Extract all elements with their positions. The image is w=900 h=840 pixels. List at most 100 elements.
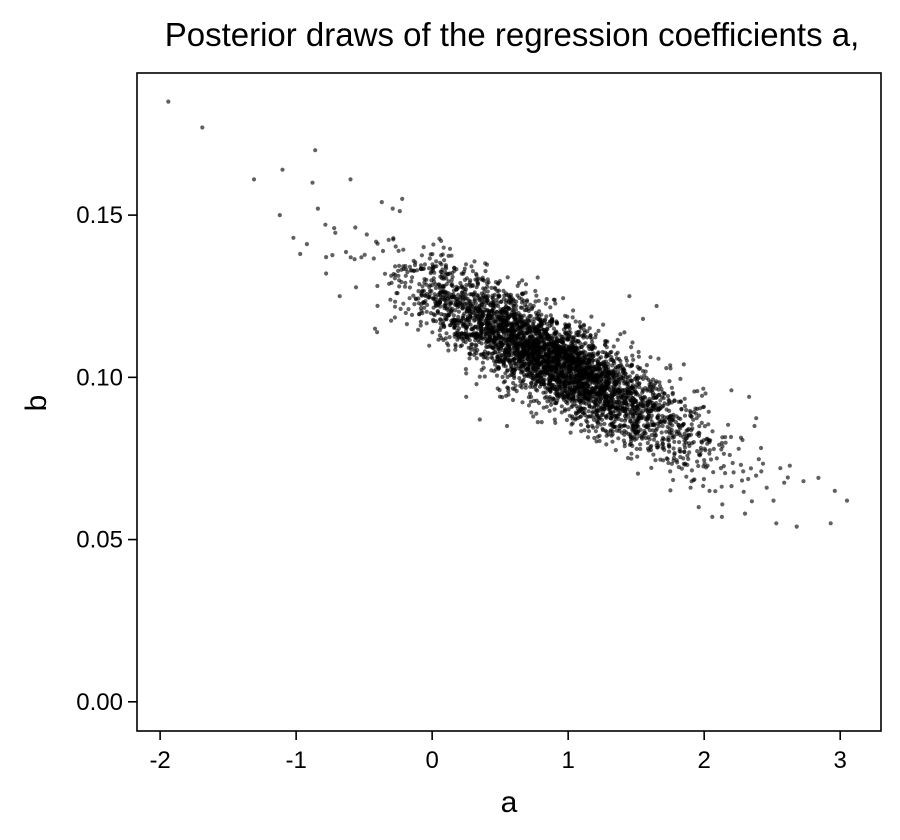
data-point bbox=[593, 429, 599, 434]
data-point bbox=[625, 413, 631, 418]
data-point bbox=[647, 428, 652, 433]
data-point bbox=[586, 414, 592, 419]
data-point bbox=[551, 348, 556, 354]
data-point bbox=[529, 394, 534, 399]
data-point bbox=[629, 451, 634, 456]
data-point bbox=[450, 274, 455, 279]
data-point bbox=[568, 368, 573, 373]
data-point bbox=[580, 333, 585, 338]
data-point bbox=[629, 456, 634, 461]
data-point bbox=[622, 432, 627, 437]
data-point bbox=[454, 267, 459, 272]
data-point bbox=[670, 418, 675, 423]
data-point bbox=[638, 442, 643, 447]
data-point bbox=[616, 356, 622, 362]
data-point bbox=[582, 330, 587, 335]
data-point bbox=[658, 398, 663, 403]
data-point bbox=[391, 237, 396, 242]
data-point bbox=[597, 433, 602, 438]
y-axis: 0.00 0.05 0.10 0.15 bbox=[76, 202, 137, 716]
data-point bbox=[621, 401, 627, 406]
data-point bbox=[587, 401, 592, 406]
data-point bbox=[758, 445, 764, 451]
data-point bbox=[427, 285, 432, 290]
data-point bbox=[536, 324, 541, 329]
data-point bbox=[673, 420, 679, 425]
data-point bbox=[535, 275, 540, 280]
data-point bbox=[490, 330, 495, 335]
data-point bbox=[562, 382, 567, 387]
data-point bbox=[477, 374, 482, 379]
data-point bbox=[635, 471, 641, 476]
data-point bbox=[606, 361, 611, 367]
data-point bbox=[581, 374, 586, 379]
data-point bbox=[452, 325, 457, 330]
data-point bbox=[348, 255, 353, 260]
data-point bbox=[643, 369, 648, 374]
data-point bbox=[560, 395, 565, 400]
data-point bbox=[832, 488, 837, 493]
data-point bbox=[514, 346, 519, 351]
data-point bbox=[496, 294, 501, 299]
data-point bbox=[571, 345, 576, 350]
data-point bbox=[682, 462, 687, 467]
data-point bbox=[622, 418, 628, 423]
data-point bbox=[512, 375, 517, 381]
data-point bbox=[427, 295, 432, 300]
data-point bbox=[418, 263, 424, 268]
data-point bbox=[696, 463, 701, 469]
data-point bbox=[460, 324, 465, 329]
data-point bbox=[475, 331, 480, 336]
data-point bbox=[723, 435, 728, 440]
data-point bbox=[601, 322, 606, 327]
data-point bbox=[606, 412, 611, 417]
data-point bbox=[579, 390, 584, 395]
data-point bbox=[359, 255, 364, 260]
data-point bbox=[548, 399, 553, 404]
data-point bbox=[353, 225, 358, 230]
data-point bbox=[677, 424, 682, 429]
data-point bbox=[660, 423, 665, 429]
data-point bbox=[501, 332, 507, 337]
data-point bbox=[524, 299, 530, 304]
data-point bbox=[701, 477, 707, 482]
data-point bbox=[721, 451, 727, 456]
data-point bbox=[330, 253, 335, 258]
data-point bbox=[469, 342, 474, 347]
data-point bbox=[407, 264, 412, 269]
data-point bbox=[534, 411, 539, 416]
data-point bbox=[681, 456, 686, 461]
data-point bbox=[527, 355, 532, 360]
data-point bbox=[752, 423, 757, 429]
data-point bbox=[502, 325, 508, 330]
data-point bbox=[504, 347, 509, 352]
data-point bbox=[469, 326, 474, 332]
data-point bbox=[536, 364, 541, 369]
data-point bbox=[501, 360, 506, 365]
data-point bbox=[509, 326, 514, 331]
data-point bbox=[676, 416, 681, 421]
data-point bbox=[485, 289, 490, 294]
data-point bbox=[650, 392, 656, 397]
data-point bbox=[364, 232, 369, 237]
data-point bbox=[467, 338, 472, 343]
data-point bbox=[553, 334, 558, 339]
data-points bbox=[166, 99, 850, 529]
data-point bbox=[446, 253, 451, 258]
data-point bbox=[633, 385, 638, 390]
data-point bbox=[313, 148, 318, 153]
data-point bbox=[643, 395, 648, 400]
data-point bbox=[630, 340, 635, 345]
data-point bbox=[595, 351, 601, 356]
data-point bbox=[421, 288, 427, 293]
data-point bbox=[511, 370, 517, 375]
data-point bbox=[541, 405, 546, 410]
data-point bbox=[403, 280, 408, 285]
data-point bbox=[489, 285, 494, 290]
data-point bbox=[599, 417, 605, 422]
data-point bbox=[706, 409, 711, 414]
data-point bbox=[674, 432, 679, 437]
data-point bbox=[571, 389, 577, 394]
data-point bbox=[516, 350, 521, 355]
data-point bbox=[430, 268, 436, 273]
